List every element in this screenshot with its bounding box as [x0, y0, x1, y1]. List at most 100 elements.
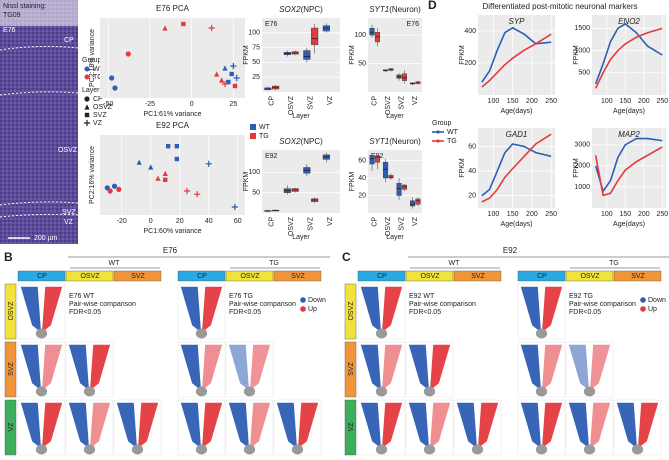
x-axis-label: Age(days) [501, 108, 533, 115]
x-tick-label: 150 [507, 98, 519, 105]
box-body [388, 175, 394, 179]
chart-title: E92 PCA [156, 121, 190, 130]
row-header [4, 399, 17, 456]
volcano-up [589, 402, 611, 449]
legend-label: TG [93, 74, 103, 81]
y-tick-label: 50 [358, 60, 366, 67]
x-tick-label: 250 [656, 211, 668, 218]
y-tick-label: 100 [248, 30, 260, 37]
pca-point [232, 83, 238, 89]
x-tick-label: 0 [149, 218, 153, 225]
column-label: OSVZ [580, 273, 600, 280]
row-label: VZ [8, 422, 15, 432]
legend-label: Down [648, 297, 666, 304]
volcano-down [408, 344, 430, 391]
title-note: (Neuron) [389, 5, 421, 14]
y-tick-label: 2000 [574, 163, 590, 170]
plot-background [100, 135, 245, 215]
chart-title: ENO2 [618, 17, 640, 26]
x-tick-label: -25 [145, 101, 155, 108]
volcano-ns [375, 386, 388, 397]
column-header [65, 270, 114, 282]
trend-line [481, 33, 552, 88]
y-tick-label: 50 [252, 59, 260, 66]
column-header [113, 270, 162, 282]
pca-point [226, 79, 231, 85]
layer-label: VZ [64, 219, 74, 226]
volcano-ns [35, 444, 48, 455]
volcano-ns [131, 444, 144, 455]
legend-label: Up [308, 306, 317, 313]
scale-label: 200 µm [34, 235, 58, 242]
plot-background [368, 18, 422, 92]
volcano-down [408, 402, 430, 449]
panel-label: B [4, 250, 13, 264]
group-header: TG [269, 260, 279, 267]
column-header [225, 270, 274, 282]
row-header [344, 341, 357, 398]
volcano-down [456, 402, 478, 449]
pca-point [229, 71, 234, 77]
y-tick-label: 400 [464, 28, 476, 35]
y-tick-label: 500 [578, 70, 590, 77]
title-note: (NPC) [301, 5, 324, 14]
comparison-note: FDR<0.05 [229, 309, 261, 316]
x-axis-label: Layer [292, 113, 310, 120]
x-tick-label: VZ [327, 216, 334, 226]
x-tick-label: OSVZ [288, 216, 295, 236]
y-axis-label: FPKM [459, 45, 466, 65]
legend-title: Group [82, 57, 102, 64]
x-tick-label: 150 [507, 211, 519, 218]
column-header [565, 270, 614, 282]
trend-line [594, 137, 663, 193]
comparison-note: Pair-wise comparison [69, 301, 136, 308]
volcano-ns [243, 386, 256, 397]
comparison-note: Pair-wise comparison [229, 301, 296, 308]
column-label: SVZ [471, 273, 485, 280]
y-axis-label: PC2:18% variance [89, 29, 96, 87]
volcano-up [41, 344, 63, 391]
y-tick-label: 25 [252, 74, 260, 81]
y-axis-label: FPKM [349, 45, 356, 65]
row-label: OSVZ [8, 301, 15, 321]
comparison-note: E76 WT [69, 293, 95, 300]
x-tick-label: 100 [601, 211, 613, 218]
pca-point [109, 75, 115, 81]
pca-point [136, 159, 142, 165]
column-header [273, 270, 322, 282]
row-label: SVZ [8, 361, 15, 375]
box-body [369, 155, 375, 165]
x-tick-label: 250 [545, 98, 557, 105]
x-tick-label: 200 [638, 98, 650, 105]
x-axis-label: PC1:60% variance [144, 228, 202, 235]
chart-title: SOX2(NPC) [279, 137, 323, 146]
y-tick-label: 200 [464, 60, 476, 67]
y-tick-label: 20 [468, 193, 476, 200]
column-header [177, 270, 226, 282]
legend-label: WT [259, 124, 271, 131]
x-tick-label: CP [269, 217, 276, 227]
volcano-ns [83, 444, 96, 455]
x-tick-label: 60 [234, 218, 242, 225]
volcano-up [637, 402, 659, 449]
volcano-up [429, 344, 451, 391]
legend-label: Up [648, 306, 657, 313]
timepoint-label: E92 [265, 153, 278, 160]
x-axis-label: Layer [386, 113, 404, 120]
x-tick-label: OSVZ [385, 95, 392, 115]
pca-point [222, 65, 228, 71]
volcano-ns [35, 328, 48, 339]
pca-point [214, 71, 220, 77]
y-tick-label: 75 [252, 44, 260, 51]
column-header [453, 270, 502, 282]
pca-point [112, 85, 118, 91]
y-tick-label: 60 [468, 143, 476, 150]
y-tick-label: 1500 [574, 25, 590, 32]
x-tick-label: 250 [545, 211, 557, 218]
legend-swatch [300, 297, 306, 303]
row-label: OSVZ [348, 301, 355, 321]
pca-point [230, 62, 237, 70]
comparison-note: Pair-wise comparison [569, 301, 636, 308]
image-title: TG09 [3, 12, 21, 19]
